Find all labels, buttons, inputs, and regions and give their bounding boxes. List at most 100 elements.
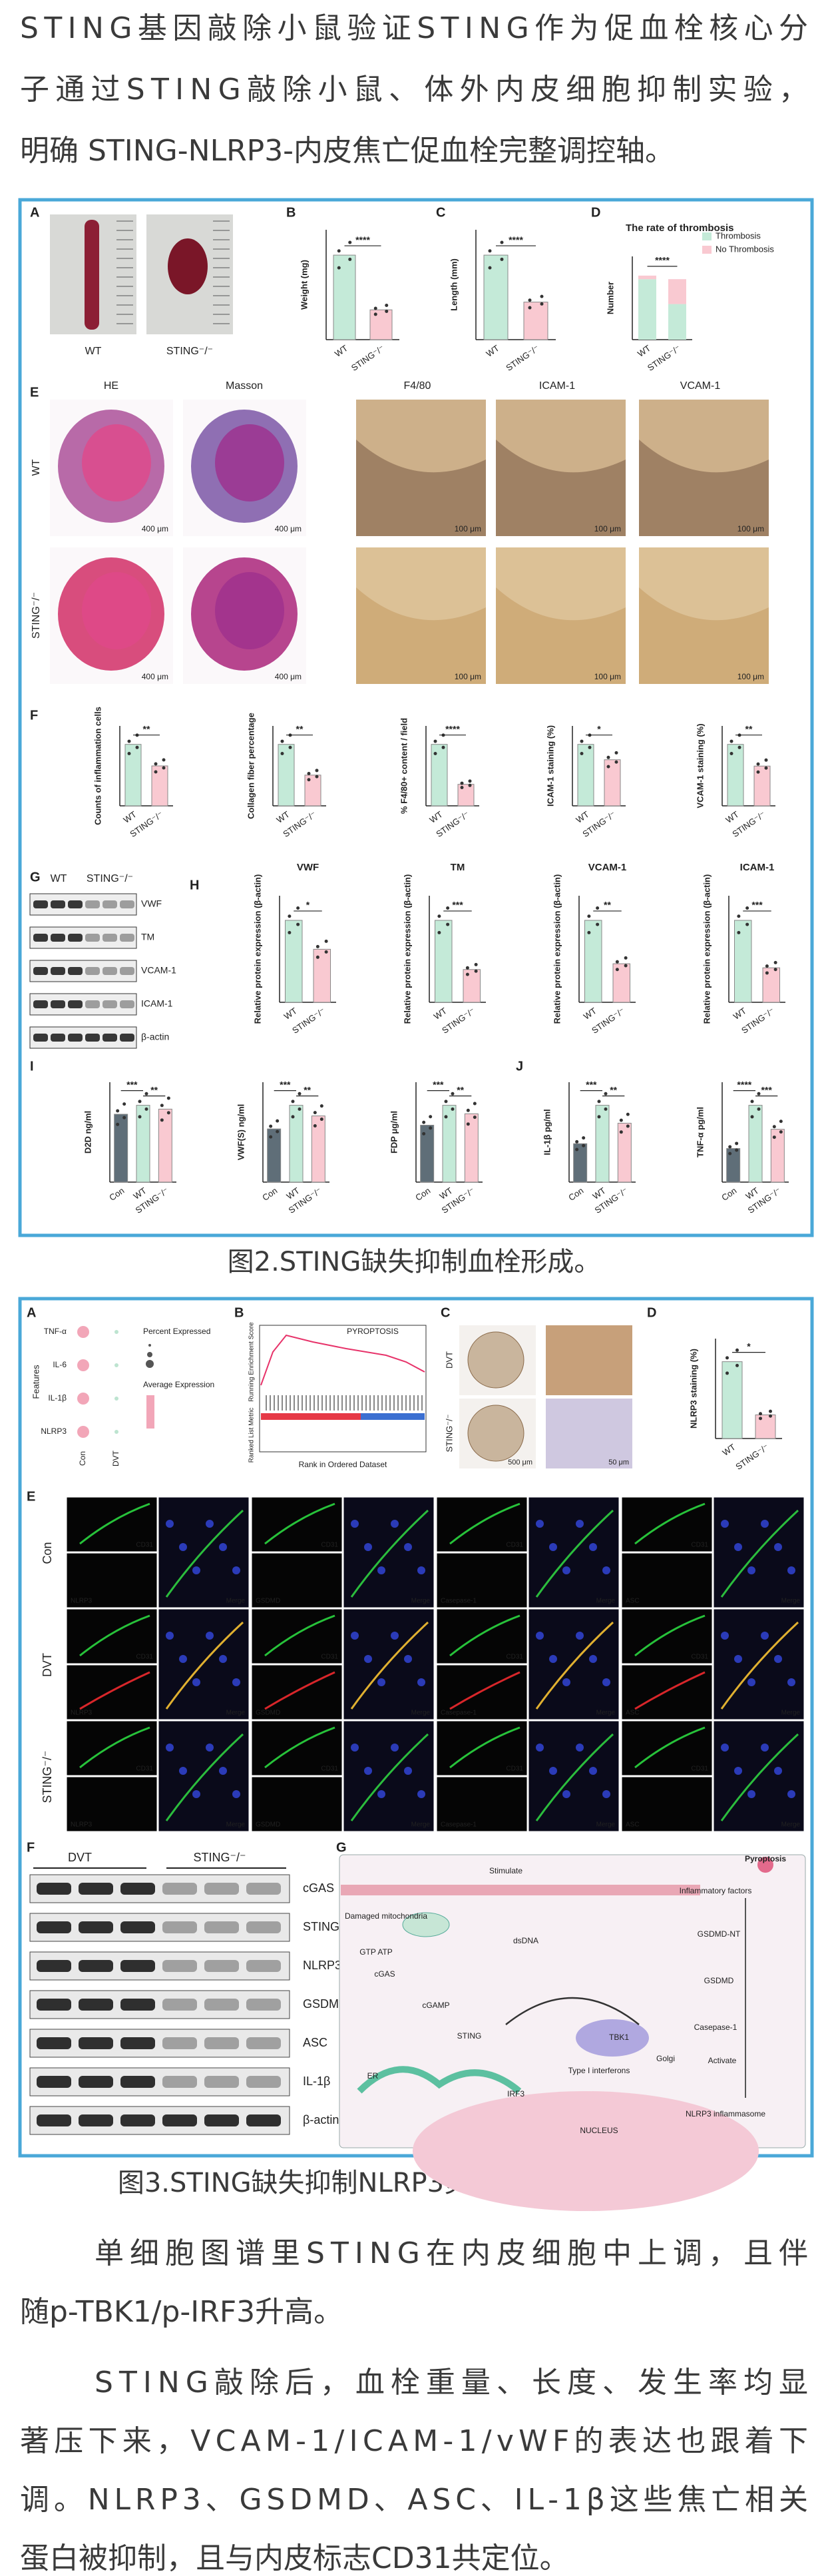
data-dot [764, 758, 768, 762]
data-dot [756, 762, 760, 766]
if-label: Casepase-1 [441, 1821, 477, 1829]
blot-label: β-actin [141, 1032, 169, 1042]
nucleus-dot [206, 1520, 214, 1528]
blot-band [79, 1921, 113, 1933]
data-dot [615, 968, 619, 972]
data-dot [166, 1111, 170, 1115]
data-dot [468, 779, 472, 783]
nucleus-dot [536, 1632, 544, 1640]
if-signal [720, 1621, 799, 1710]
data-dot [444, 1100, 448, 1104]
nucleus-dot [787, 1678, 795, 1686]
column-header: HE [104, 380, 118, 392]
axis-title: IL-1β pg/ml [542, 1109, 552, 1155]
diagram-label: GTP ATP [359, 1947, 393, 1957]
rank-bar-red [261, 1413, 361, 1420]
data-dot [769, 1409, 772, 1413]
if-merge [713, 1720, 805, 1832]
data-dot [313, 1111, 317, 1115]
data-dot [606, 765, 610, 769]
data-dot [127, 752, 131, 756]
if-label: CD31 [691, 1654, 708, 1661]
if-label: Merge [411, 1821, 431, 1829]
if-signal [449, 1614, 520, 1657]
if-tile [251, 1776, 343, 1832]
blot-band [120, 2114, 155, 2126]
axis-title: Relative protein expression (β-actin) [702, 874, 712, 1024]
diagram-label: IRF3 [507, 2089, 524, 2098]
nucleus-dot [219, 1543, 227, 1551]
nucleus-dot [364, 1543, 372, 1551]
figure-frame [18, 198, 814, 1237]
data-dot [750, 1100, 754, 1104]
axis-title: Relative protein expression (β-actin) [402, 874, 412, 1024]
nucleus-dot [721, 1520, 729, 1528]
diagram-label: GSDMD [704, 1976, 734, 1985]
column-header: Masson [226, 380, 263, 392]
column-header: VCAM-1 [680, 380, 721, 392]
nucleus-dot [734, 1655, 742, 1663]
if-label: Merge [596, 1598, 616, 1605]
bar-segment [668, 304, 686, 340]
bar-segment [668, 279, 686, 304]
bar [584, 920, 602, 1003]
data-dot [465, 966, 469, 970]
blot-label: VWF [141, 898, 162, 909]
blot-band [246, 2114, 281, 2126]
data-dot [433, 752, 437, 756]
bar [573, 1143, 588, 1183]
if-tile [621, 1664, 713, 1720]
paragraph-line: 明确 STING-NLRP3-内皮焦亡促血栓完整调控轴。 [20, 134, 674, 168]
blot-band [246, 1999, 281, 2011]
data-dot [779, 1130, 783, 1134]
diagram-label: GSDMD-NT [698, 1929, 741, 1939]
data-dot [596, 922, 600, 926]
data-dot [437, 914, 441, 918]
if-label: NLRP3 [71, 1598, 93, 1605]
nucleus-dot [602, 1678, 610, 1686]
nucleus-dot [179, 1543, 187, 1551]
bar [124, 744, 142, 806]
blot-band [79, 1883, 113, 1895]
nucleus-dot [377, 1566, 385, 1574]
tissue-texture [356, 440, 486, 536]
ihc-section [467, 1331, 524, 1389]
nucleus-dot [232, 1678, 240, 1686]
significance-label: ** [745, 723, 753, 734]
if-merge [713, 1608, 805, 1720]
data-dot [750, 1115, 754, 1119]
data-dot [373, 312, 377, 316]
bar [617, 1123, 632, 1183]
significance-label: **** [445, 723, 460, 734]
column-header: F4/80 [404, 380, 431, 392]
nucleus-dot [391, 1632, 399, 1640]
nucleus-dot [391, 1744, 399, 1752]
data-dot [465, 972, 469, 976]
nucleus-dot [404, 1543, 412, 1551]
axis-title: Running Enrichment Score [248, 1322, 256, 1402]
if-label: Merge [781, 1710, 801, 1717]
bar [748, 1105, 763, 1183]
axis-title: D2D ng/ml [83, 1111, 93, 1153]
nucleus-dot [774, 1655, 782, 1663]
if-label: NLRP3 [71, 1710, 93, 1717]
data-dot [135, 745, 139, 749]
data-dot [280, 752, 284, 756]
nucleus-dot [761, 1520, 769, 1528]
bar [770, 1129, 785, 1183]
nucleus-dot [377, 1678, 385, 1686]
bar [267, 1128, 282, 1183]
nucleus-dot [761, 1632, 769, 1640]
nucleus [413, 2091, 759, 2211]
blot-group: STING⁻/⁻ [87, 873, 133, 884]
figure-caption: 图2.STING缺失抑制血栓形成。 [228, 1247, 601, 1277]
blot-band [162, 1960, 197, 1972]
dot [114, 1430, 118, 1434]
golgi [576, 2019, 649, 2057]
diagram-label: TBK1 [609, 2033, 629, 2042]
nucleus-dot [404, 1655, 412, 1663]
nucleus-dot [166, 1632, 174, 1640]
if-label: CD31 [136, 1654, 153, 1661]
paragraph-line: 调。NLRP3、GSDMD、ASC、IL-1β这些焦亡相关 [20, 2483, 808, 2517]
data-dot [298, 1092, 302, 1096]
